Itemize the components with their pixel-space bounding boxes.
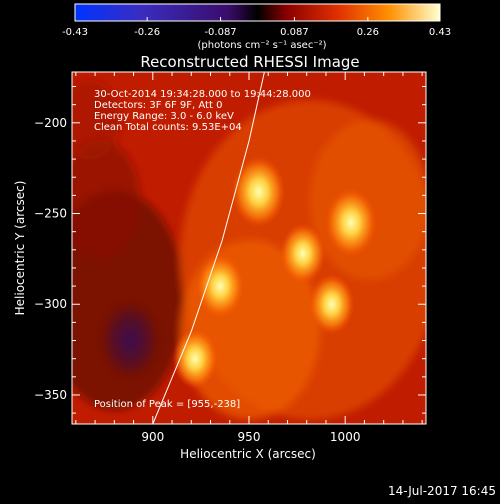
annotation-line: 30-Oct-2014 19:34:28.000 to 19:44:28.000: [94, 89, 311, 100]
x-tick-label: 950: [238, 430, 261, 444]
emission-source: [280, 223, 326, 284]
x-tick-label: 900: [141, 430, 164, 444]
y-tick-label: −250: [34, 207, 67, 221]
emission-source: [172, 328, 218, 389]
y-axis: −200 −250 −300 −350: [34, 86, 426, 414]
emission-source: [231, 156, 286, 228]
colorbar-unit-label: (photons cm⁻² s⁻¹ asec⁻²): [197, 40, 326, 51]
annotation-line: Clean Total counts: 9.53E+04: [94, 122, 242, 133]
peak-position-label: Position of Peak = [955,-238]: [94, 399, 240, 410]
y-tick-label: −200: [34, 116, 67, 130]
emission-source: [309, 274, 355, 335]
colorbar-tick-label: -0.26: [134, 27, 160, 38]
colorbar-frame: [74, 3, 441, 22]
info-annotations: 30-Oct-2014 19:34:28.000 to 19:44:28.000…: [94, 89, 311, 133]
x-axis: 900 950 1000: [75, 72, 423, 444]
y-tick-label: −350: [34, 388, 67, 402]
colorbar-tick-label: 0.43: [429, 27, 451, 38]
y-axis-label: Heliocentric Y (arcsec): [13, 181, 27, 316]
colorbar-tick-label: 0.26: [357, 27, 379, 38]
emission-source: [196, 254, 244, 318]
colorbar-tick-label: 0.087: [280, 27, 309, 38]
plot-timestamp: 14-Jul-2017 16:45: [388, 484, 496, 498]
emission-source: [325, 188, 377, 257]
heatmap-sources: [172, 156, 377, 389]
colorbar: [75, 4, 440, 21]
x-axis-label: Heliocentric X (arcsec): [180, 447, 316, 461]
y-tick-label: −300: [34, 297, 67, 311]
solar-limb-line: [152, 71, 265, 425]
colorbar-tick-label: -0.087: [204, 27, 236, 38]
annotation-line: Energy Range: 3.0 - 6.0 keV: [94, 111, 234, 122]
chart-title: Reconstructed RHESSI Image: [140, 53, 359, 71]
x-tick-label: 1000: [330, 430, 361, 444]
colorbar-ticks: -0.43 -0.26 -0.087 0.087 0.26 0.43: [62, 17, 451, 38]
colorbar-tick-label: -0.43: [62, 27, 88, 38]
heatmap-image: [72, 72, 426, 424]
annotation-line: Detectors: 3F 6F 9F, Att 0: [94, 100, 222, 111]
